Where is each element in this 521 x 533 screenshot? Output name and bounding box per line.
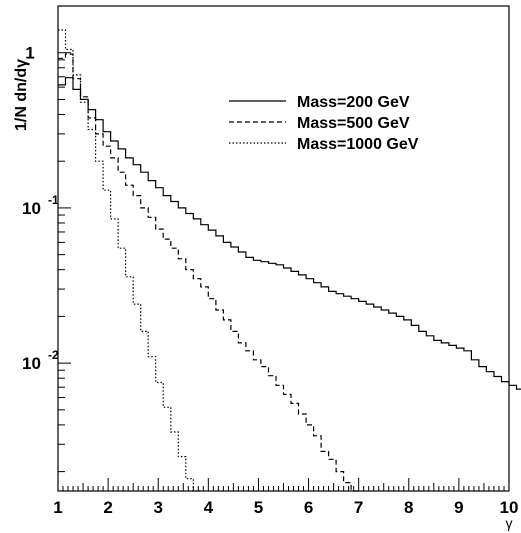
y-tick-label: 10 xyxy=(22,354,41,373)
x-tick-label: 9 xyxy=(454,498,463,517)
y-axis-title: 1/N dn/dγ xyxy=(13,59,30,131)
y-axis-ticks: 1 10 -1 10 -2 xyxy=(22,5,71,473)
x-tick-label: 6 xyxy=(304,498,313,517)
x-tick-label: 5 xyxy=(254,498,263,517)
x-axis-ticks: 1 2 3 4 5 6 7 8 9 10 xyxy=(53,478,518,517)
y-tick-label: 1 xyxy=(25,44,34,63)
y-tick-label: 10 xyxy=(22,199,41,218)
legend-label-2: Mass=500 GeV xyxy=(297,115,410,132)
y-tick-exponent: -2 xyxy=(48,348,59,362)
legend: Mass=200 GeV Mass=500 GeV Mass=1000 GeV xyxy=(229,94,419,153)
x-tick-label: 4 xyxy=(204,498,214,517)
x-tick-label: 1 xyxy=(53,498,62,517)
x-tick-label: 3 xyxy=(153,498,162,517)
legend-label-1: Mass=200 GeV xyxy=(297,94,410,111)
x-tick-label: 2 xyxy=(103,498,112,517)
series-layer xyxy=(58,29,521,492)
x-tick-label: 10 xyxy=(500,498,519,517)
legend-label-3: Mass=1000 GeV xyxy=(297,136,419,153)
x-tick-label: 8 xyxy=(404,498,413,517)
x-axis-title: γ xyxy=(506,515,513,531)
x-tick-label: 7 xyxy=(354,498,363,517)
series-line-3 xyxy=(58,29,201,492)
y-tick-exponent: -1 xyxy=(48,193,59,207)
series-line-2 xyxy=(58,53,359,492)
series-line-1 xyxy=(58,77,521,390)
